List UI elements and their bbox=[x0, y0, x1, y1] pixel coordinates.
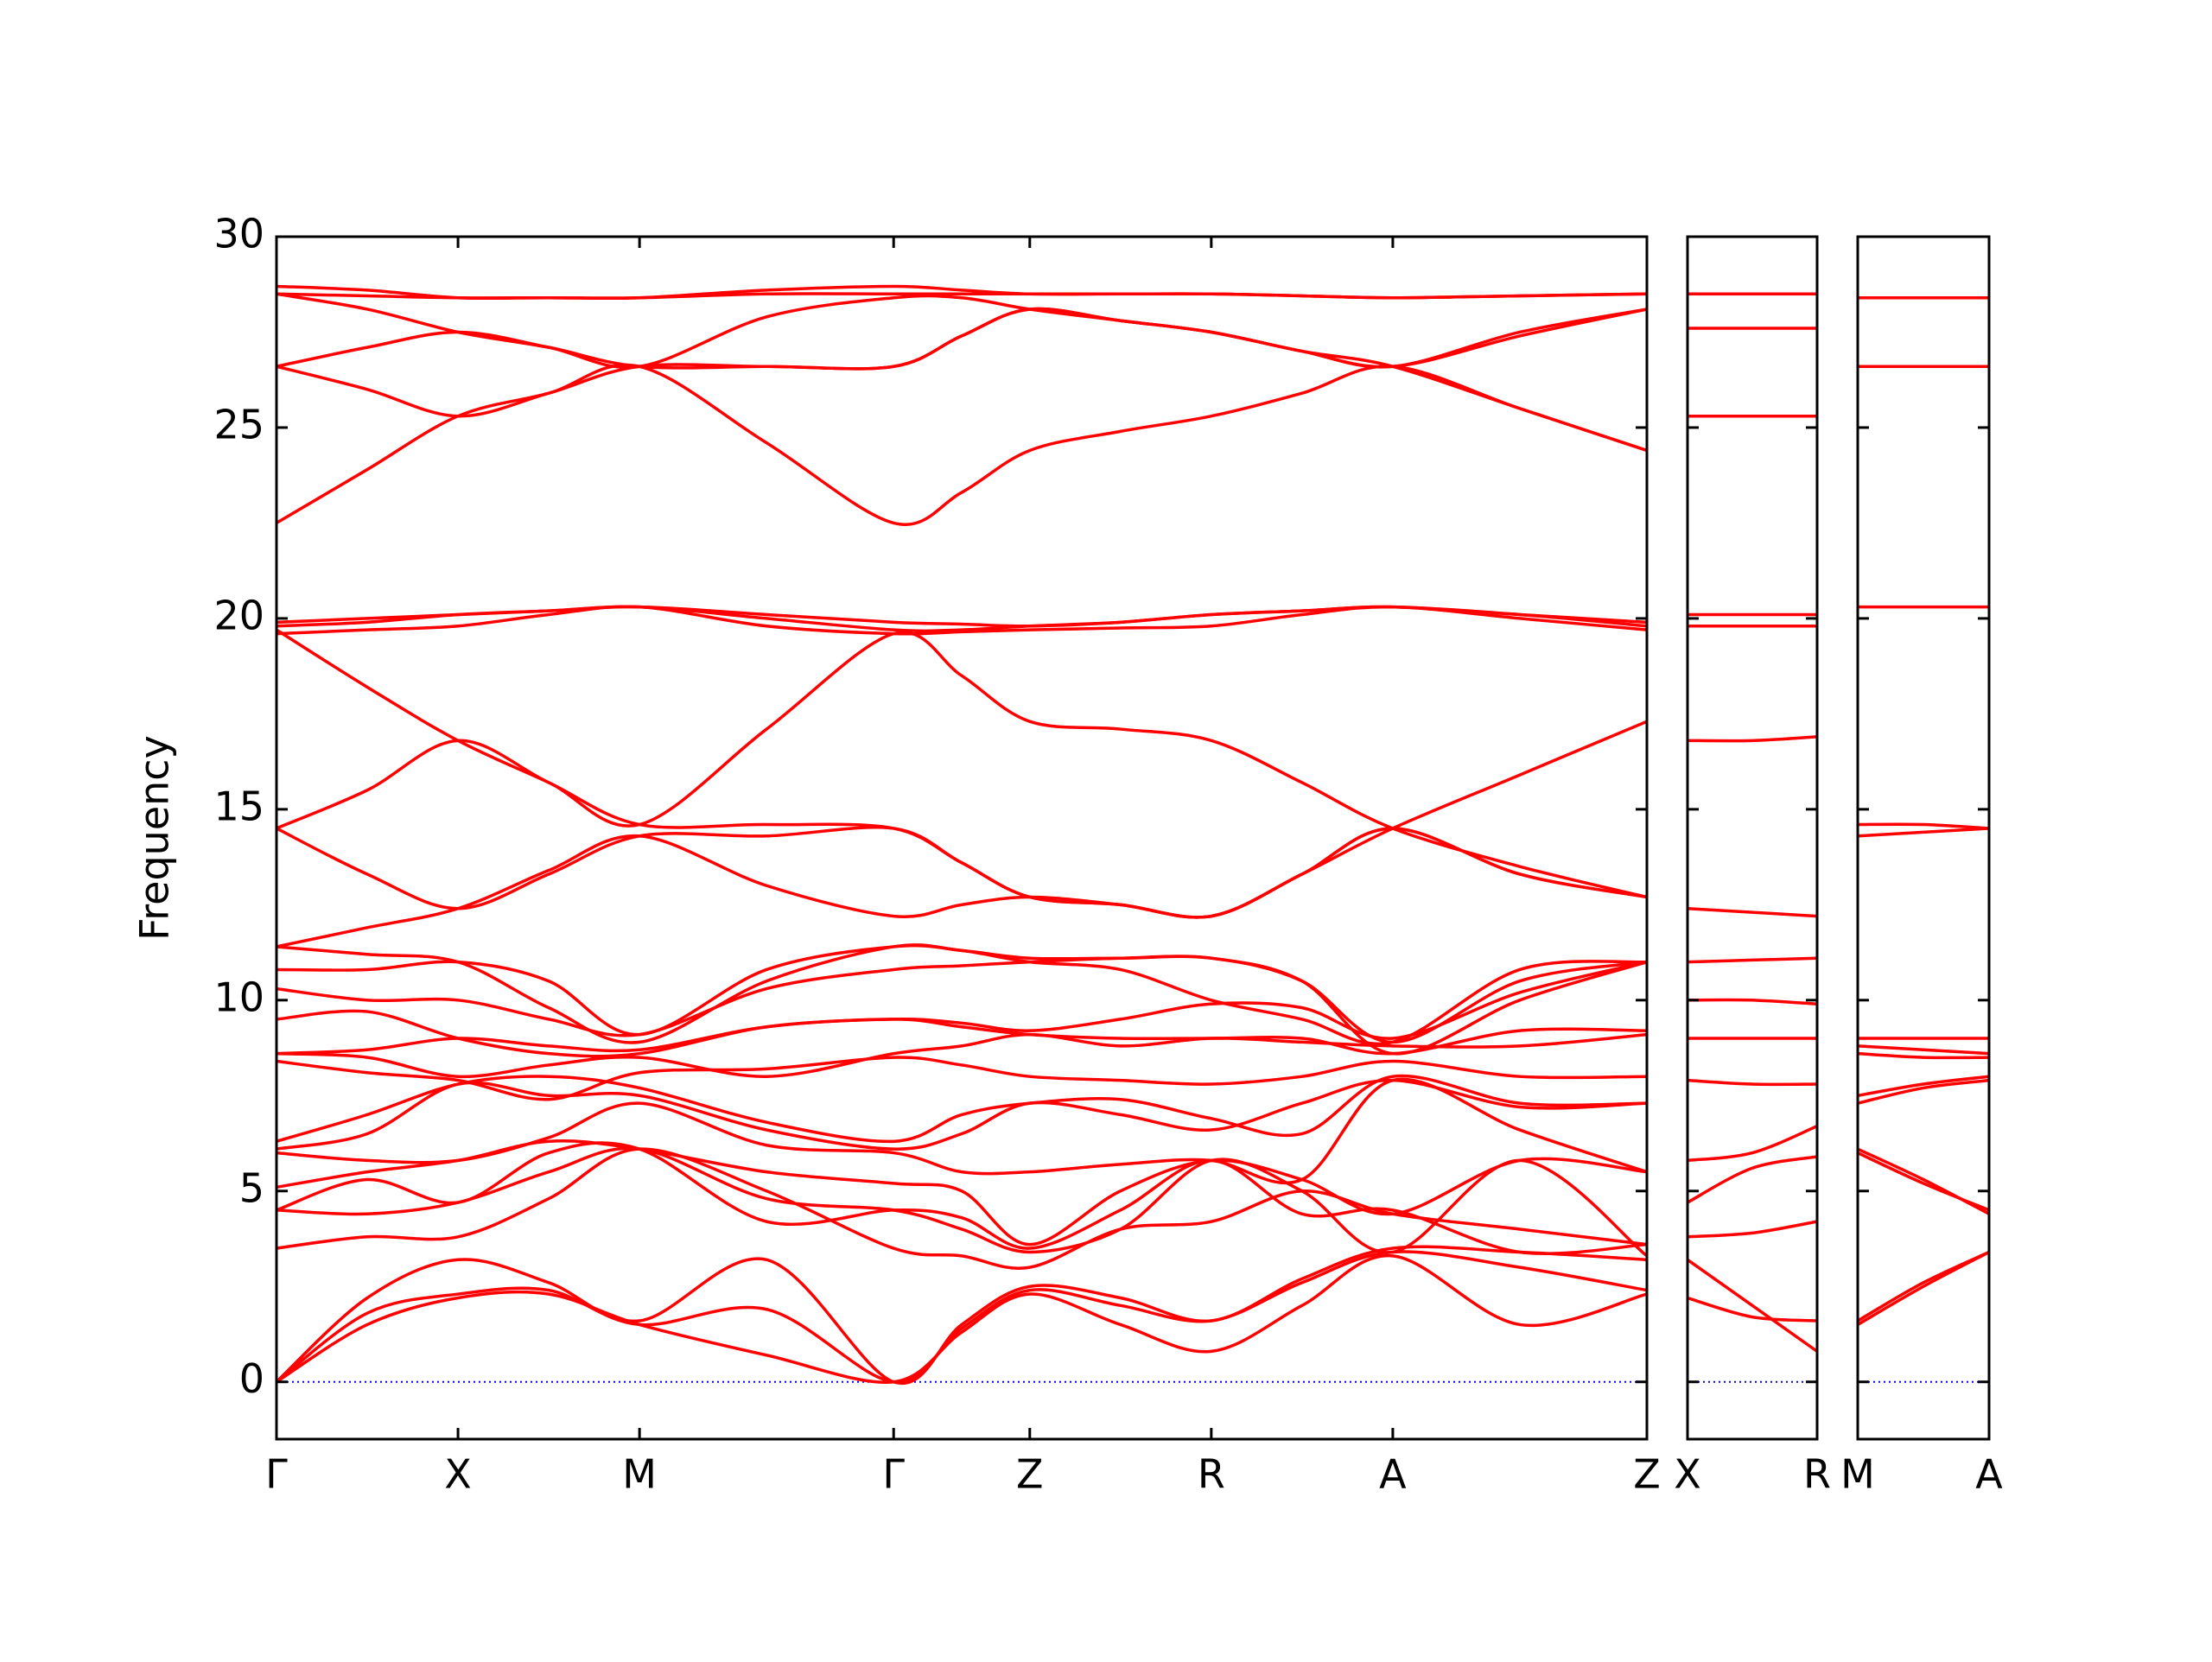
band-line bbox=[1688, 735, 1817, 743]
plot-frame bbox=[275, 235, 1649, 1441]
x-tick-label: M bbox=[622, 1451, 657, 1498]
y-axis-label: Frequency bbox=[131, 735, 178, 941]
band-line bbox=[276, 1250, 1647, 1384]
band-line bbox=[276, 960, 1647, 1058]
band-line bbox=[1688, 998, 1817, 1005]
y-tick-label: 25 bbox=[213, 401, 264, 447]
x-tick-label: Γ bbox=[882, 1451, 905, 1498]
band-line bbox=[276, 1077, 1647, 1185]
x-tick-label: M bbox=[1840, 1451, 1875, 1498]
band-line bbox=[276, 955, 1647, 1044]
band-line bbox=[276, 720, 1647, 919]
band-line bbox=[276, 1146, 1647, 1258]
band-line bbox=[1688, 1258, 1817, 1353]
y-tick-label: 30 bbox=[213, 211, 264, 257]
x-tick-label: A bbox=[1975, 1451, 2003, 1498]
band-line bbox=[1858, 1250, 1989, 1326]
x-tick-label: R bbox=[1803, 1451, 1831, 1498]
band-line bbox=[1688, 1220, 1817, 1239]
plot-frame bbox=[1686, 235, 1819, 1441]
y-tick-label: 15 bbox=[213, 783, 264, 829]
y-tick-label: 0 bbox=[239, 1355, 264, 1402]
x-tick-label: X bbox=[444, 1451, 472, 1498]
band-line bbox=[276, 1056, 1647, 1101]
x-tick-label: Γ bbox=[265, 1451, 288, 1498]
band-line bbox=[276, 943, 1647, 1046]
band-line bbox=[276, 1141, 1647, 1255]
y-tick-label: 20 bbox=[213, 592, 264, 638]
band-line bbox=[1688, 1296, 1817, 1323]
y-tick-label: 10 bbox=[213, 974, 264, 1020]
band-line bbox=[276, 1074, 1647, 1144]
x-tick-label: Z bbox=[1633, 1451, 1661, 1498]
band-line bbox=[1858, 1075, 1989, 1098]
band-line bbox=[276, 307, 1647, 418]
band-line bbox=[276, 292, 1647, 453]
band-line bbox=[276, 943, 1647, 1056]
band-line bbox=[1688, 907, 1817, 918]
x-tick-label: R bbox=[1198, 1451, 1225, 1498]
band-line bbox=[1858, 1078, 1989, 1105]
band-line bbox=[276, 1245, 1647, 1386]
x-tick-label: Z bbox=[1016, 1451, 1044, 1498]
band-line bbox=[1688, 956, 1817, 964]
band-line bbox=[1858, 1151, 1989, 1212]
band-line bbox=[276, 605, 1647, 628]
y-tick-label: 5 bbox=[239, 1164, 264, 1211]
band-line bbox=[276, 1254, 1647, 1384]
band-line bbox=[1858, 827, 1989, 838]
band-line bbox=[1688, 1155, 1817, 1204]
band-line bbox=[276, 628, 1647, 899]
plot-frame bbox=[1856, 235, 1991, 1441]
band-line bbox=[1688, 1125, 1817, 1163]
band-line bbox=[276, 1078, 1647, 1151]
band-line bbox=[276, 284, 1647, 301]
band-line bbox=[276, 1032, 1647, 1079]
band-line bbox=[1858, 822, 1989, 830]
band-line bbox=[276, 1147, 1647, 1270]
band-line bbox=[1858, 1147, 1989, 1215]
band-line bbox=[1858, 1044, 1989, 1056]
band-line bbox=[276, 363, 1647, 526]
band-line bbox=[1858, 1051, 1989, 1060]
band-line bbox=[276, 294, 1647, 369]
x-tick-label: A bbox=[1379, 1451, 1407, 1498]
band-line bbox=[1688, 1078, 1817, 1087]
x-tick-label: X bbox=[1674, 1451, 1701, 1498]
